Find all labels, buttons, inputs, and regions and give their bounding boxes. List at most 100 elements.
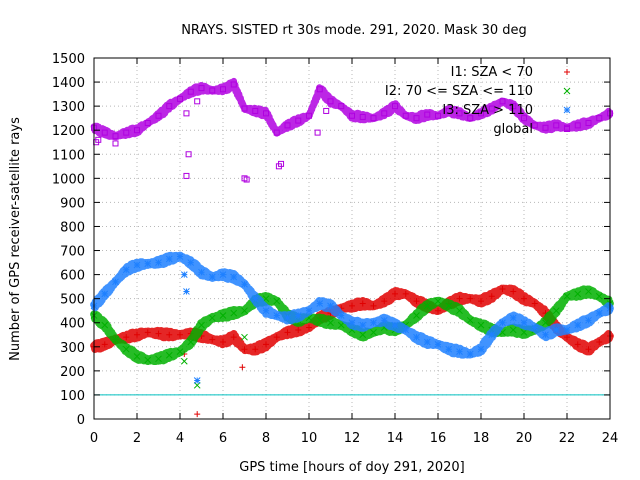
data-point-square	[209, 87, 216, 94]
data-point-cross	[327, 319, 334, 327]
data-point-star	[337, 312, 345, 319]
outlier-point-square	[314, 129, 321, 136]
data-point-cross	[187, 338, 195, 346]
data-point-square	[338, 103, 345, 110]
data-point-plus	[144, 329, 151, 336]
data-point-cross	[101, 321, 109, 329]
outlier-point-square	[183, 172, 190, 179]
data-point-star	[294, 312, 302, 319]
outlier-point-cross	[193, 381, 201, 389]
outlier-point-square	[243, 176, 250, 183]
data-point-plus	[381, 298, 388, 305]
data-point-square	[596, 115, 603, 122]
x-tick-label: 24	[602, 431, 619, 446]
data-point-star	[391, 321, 399, 329]
outlier-point-square	[194, 98, 201, 105]
data-point-plus	[521, 295, 527, 302]
data-point-square	[166, 103, 173, 110]
data-point-star	[198, 268, 205, 276]
y-tick-label: 600	[60, 269, 85, 284]
data-point-cross	[509, 326, 517, 334]
legend-label-cross: I2: 70 <= SZA <= 110	[385, 84, 533, 99]
data-point-star	[423, 338, 431, 346]
data-point-cross	[155, 355, 162, 363]
data-point-star	[563, 326, 571, 334]
outlier-point-square	[323, 107, 330, 114]
data-point-plus	[101, 341, 108, 348]
data-point-star	[122, 266, 130, 274]
data-point-plus	[499, 286, 506, 293]
data-point-square	[230, 81, 237, 88]
data-point-cross	[423, 302, 431, 310]
outlier-point-square	[185, 151, 192, 158]
data-point-cross	[316, 316, 324, 324]
data-point-plus	[435, 307, 441, 314]
data-point-square	[467, 115, 474, 122]
data-point-plus	[166, 331, 173, 338]
data-point-plus	[349, 302, 355, 309]
data-point-star	[456, 348, 463, 355]
y-tick-label: 400	[60, 317, 85, 332]
data-point-plus	[402, 290, 409, 297]
outlier-point-star	[193, 377, 201, 384]
data-point-square	[510, 103, 517, 110]
data-point-cross	[133, 353, 141, 360]
data-point-square	[456, 110, 463, 117]
outlier-point-cross	[180, 357, 188, 365]
data-point-square	[263, 110, 269, 117]
x-tick-label: 4	[176, 431, 184, 446]
data-point-cross	[165, 351, 173, 359]
series-plus	[90, 284, 614, 418]
data-point-cross	[466, 316, 474, 324]
x-tick-label: 22	[559, 431, 576, 446]
data-point-star	[488, 331, 496, 339]
data-point-cross	[208, 314, 216, 322]
data-point-square	[574, 122, 581, 129]
x-tick-label: 12	[344, 431, 361, 446]
y-tick-label: 500	[60, 293, 85, 308]
data-point-cross	[219, 312, 227, 319]
x-tick-label: 8	[262, 431, 270, 446]
data-point-cross	[434, 297, 442, 305]
data-point-star	[251, 295, 259, 303]
legend-label-plus: I1: SZA < 70	[451, 65, 533, 80]
data-point-cross	[552, 307, 560, 315]
data-point-star	[477, 345, 485, 353]
data-point-square	[187, 88, 194, 95]
data-point-square	[112, 133, 119, 140]
data-point-plus	[478, 298, 484, 305]
data-point-plus	[155, 330, 162, 337]
data-point-star	[509, 314, 517, 322]
data-point-square	[101, 129, 108, 136]
x-tick-label: 14	[387, 431, 404, 446]
data-point-plus	[574, 341, 581, 348]
data-point-cross	[563, 292, 571, 300]
data-point-star	[219, 271, 227, 278]
data-point-plus	[241, 346, 248, 353]
outlier-point-star	[180, 271, 188, 278]
data-point-square	[177, 95, 183, 102]
x-tick-label: 10	[301, 431, 318, 446]
data-point-cross	[112, 336, 119, 343]
data-point-square	[402, 112, 409, 119]
y-tick-label: 1300	[52, 100, 85, 115]
y-tick-label: 300	[60, 341, 85, 356]
data-point-star	[241, 280, 248, 288]
data-point-star	[208, 273, 216, 281]
data-point-star	[327, 302, 334, 310]
data-point-square	[295, 117, 302, 124]
y-axis-label: Number of GPS receiver-satellite rays	[8, 117, 23, 361]
data-point-square	[198, 85, 205, 92]
outlier-point-square	[95, 136, 102, 143]
data-point-square	[488, 105, 495, 112]
data-point-square	[478, 110, 484, 117]
data-point-square	[284, 122, 291, 129]
y-tick-layer: 0 100 200 300 400 500 600 700 800 900 1000 1100 1200…	[52, 52, 610, 428]
data-point-cross	[230, 309, 238, 317]
data-point-cross	[456, 307, 463, 315]
y-tick-label: 1400	[52, 76, 85, 91]
data-point-star	[402, 326, 410, 334]
data-point-cross	[413, 312, 420, 319]
data-point-star	[595, 309, 603, 317]
